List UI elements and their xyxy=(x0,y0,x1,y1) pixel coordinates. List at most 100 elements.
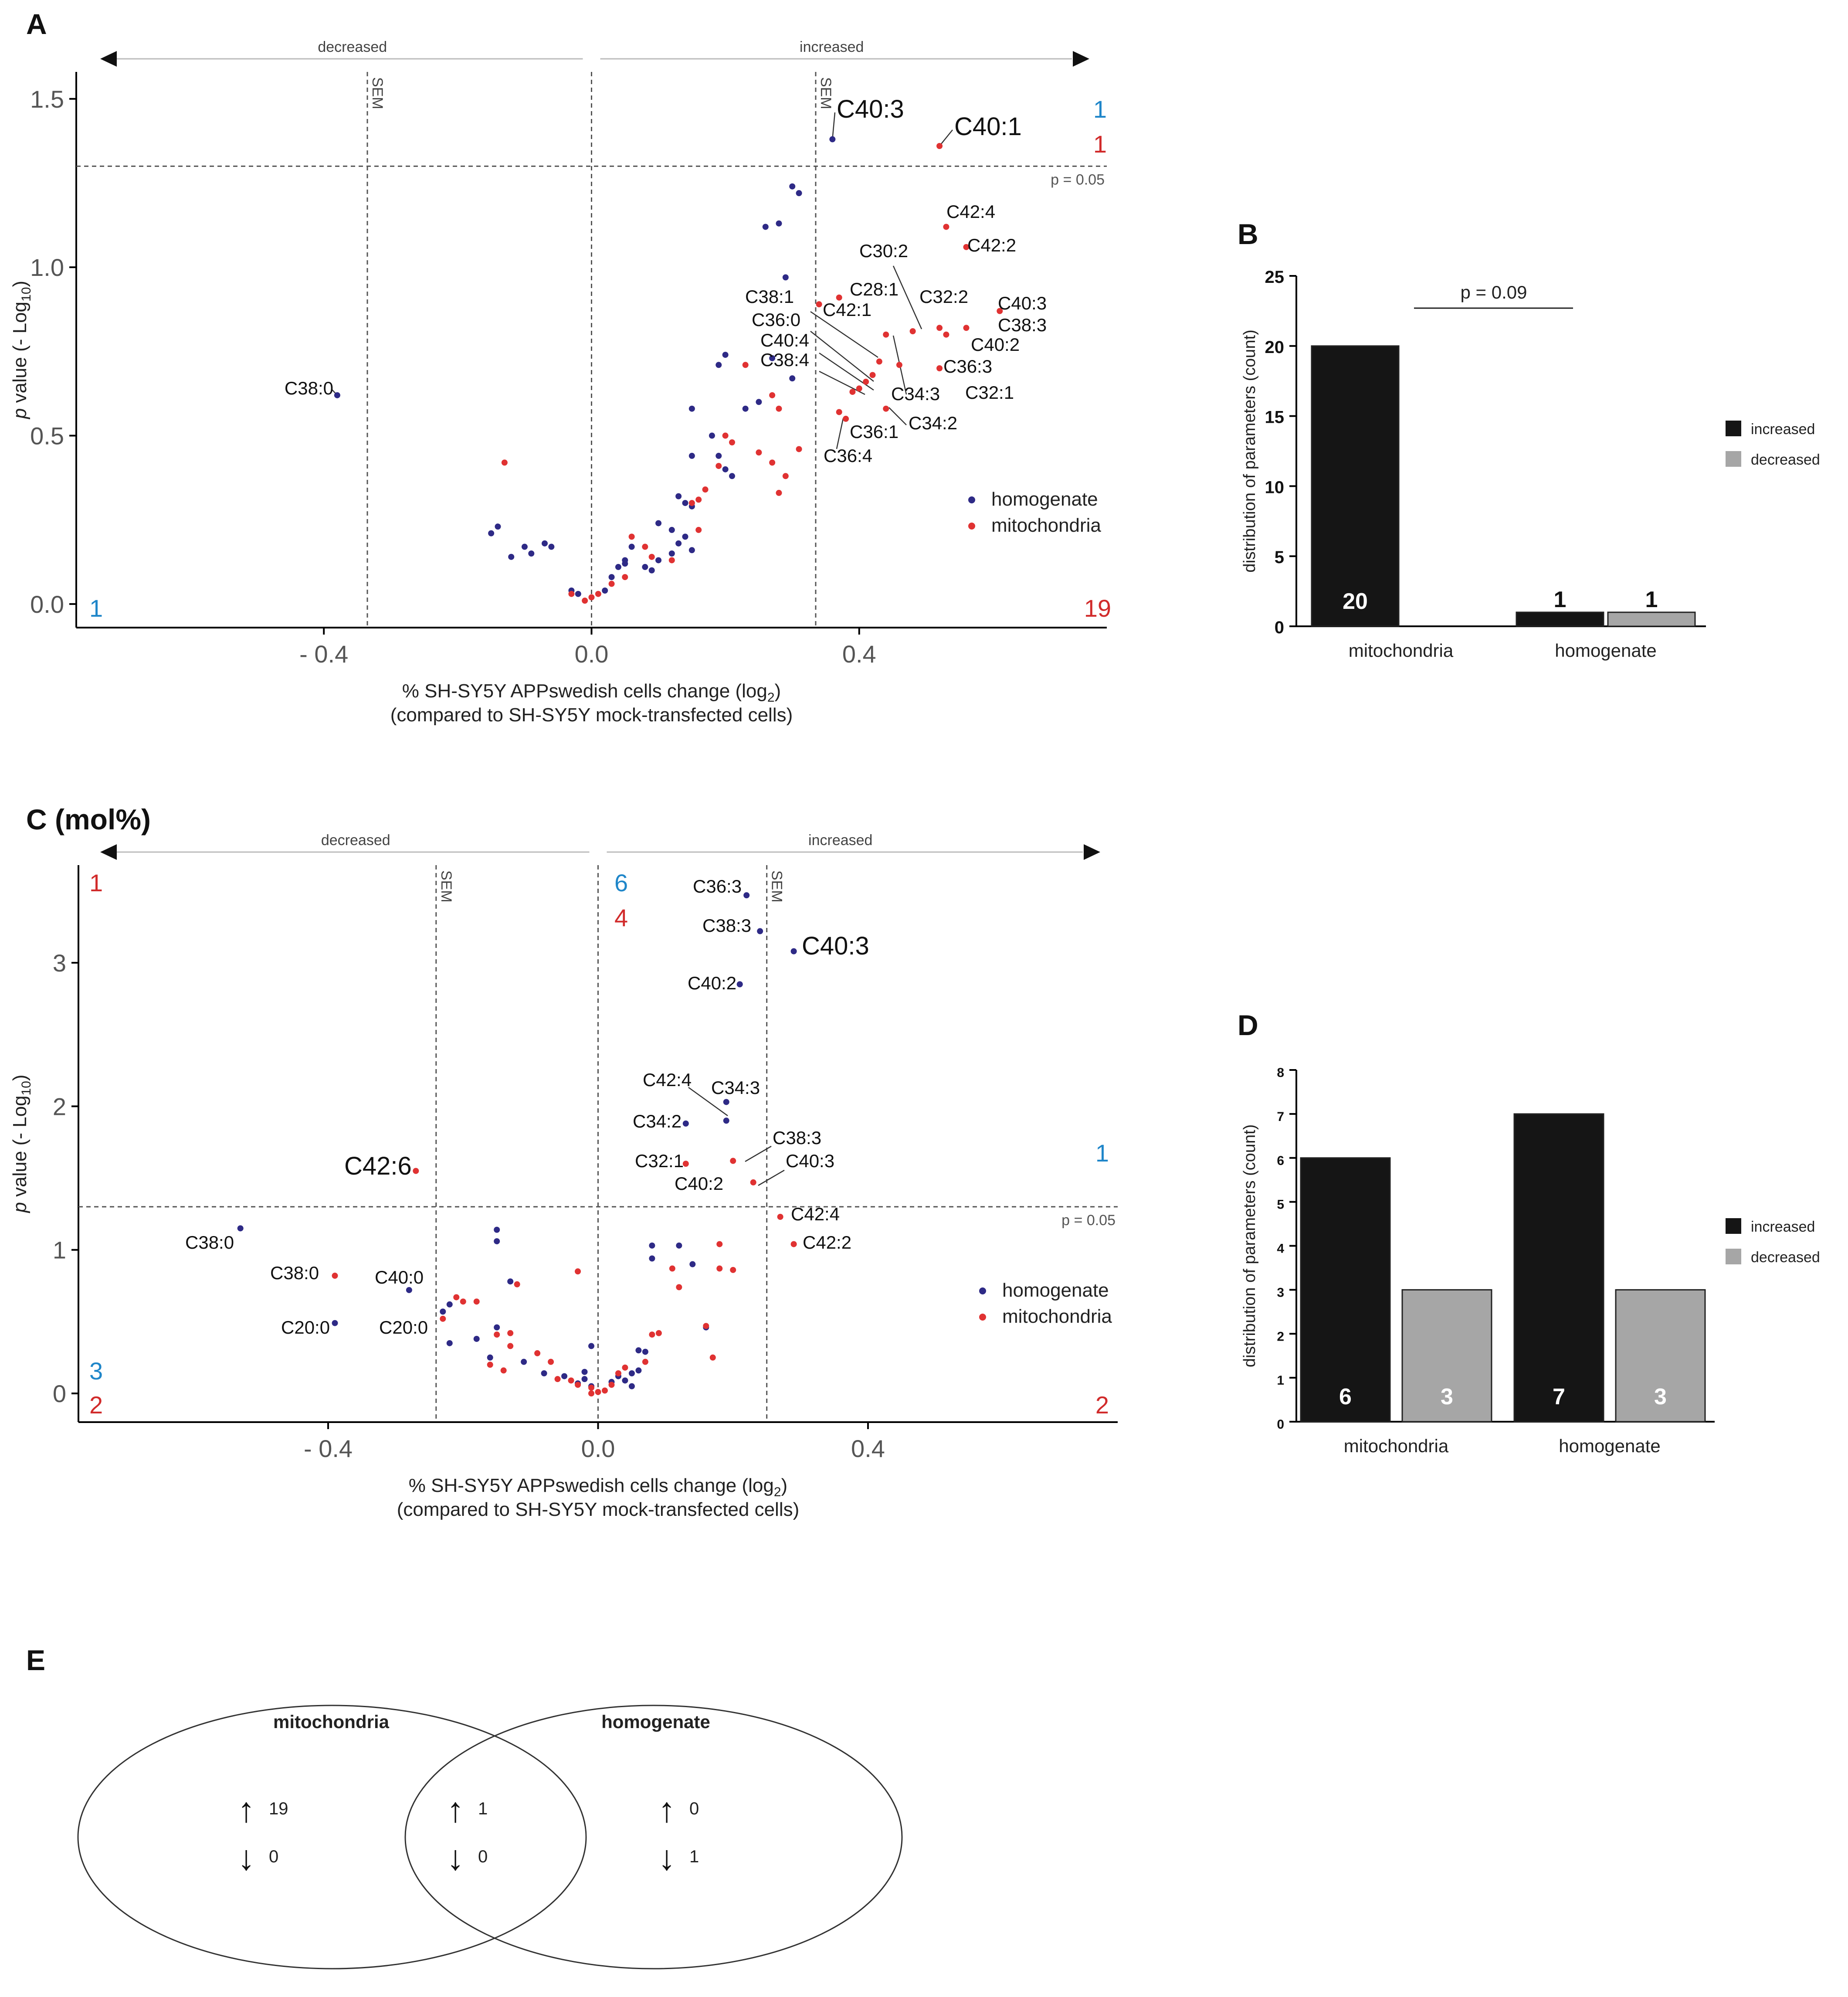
mitochondria-point xyxy=(628,533,635,540)
decreased-arrow-head xyxy=(100,844,117,860)
mitochondria-point xyxy=(703,1323,709,1329)
sem-label: SEM xyxy=(769,870,785,903)
y-tick-label: 1.0 xyxy=(30,254,64,281)
bar-value-label: 3 xyxy=(1441,1384,1453,1409)
homogenate-point xyxy=(473,1335,480,1342)
down-arrow-icon: ↓ xyxy=(237,1838,255,1877)
mitochondria-point xyxy=(332,1273,338,1279)
mitochondria-point xyxy=(936,325,943,331)
mitochondria-point xyxy=(501,459,508,466)
mitochondria-point xyxy=(816,301,822,308)
y-tick-label: 1 xyxy=(1277,1373,1284,1388)
point-label: C30:2 xyxy=(859,241,908,261)
x-tick-label: 0.0 xyxy=(575,640,609,668)
count-label: 1 xyxy=(89,869,103,897)
point-label: C28:1 xyxy=(850,279,899,299)
bar-value-label: 6 xyxy=(1339,1384,1352,1409)
panel-label: C (mol%) xyxy=(26,803,151,835)
mitochondria-point xyxy=(876,358,882,365)
legend-label: decreased xyxy=(1751,452,1820,468)
point-label: C38:0 xyxy=(285,378,333,398)
mitochondria-point xyxy=(729,439,735,445)
x-axis-label: % SH-SY5Y APPswedish cells change (log2) xyxy=(409,1475,787,1499)
threshold-label: p = 0.05 xyxy=(1051,171,1105,188)
leader-line xyxy=(810,311,878,358)
y-axis-label: distribution of parameters (count) xyxy=(1241,329,1259,573)
point-label: C40:3 xyxy=(837,95,904,123)
y-label-sub: 10 xyxy=(19,287,34,302)
homogenate-point xyxy=(628,1383,635,1389)
mitochondria-point xyxy=(648,554,655,560)
mitochondria-point xyxy=(776,405,782,412)
x-label-text: % SH-SY5Y APPswedish cells change (log xyxy=(402,680,767,702)
mitochondria-point xyxy=(756,449,762,456)
point-label: C38:3 xyxy=(702,915,751,936)
homogenate-point xyxy=(736,981,743,988)
scatter-panel-C: C (mol%) decreased increased 0 1 2 3 - 0.4 0.0 0.… xyxy=(9,803,1118,1520)
legend-marker xyxy=(968,496,975,503)
legend-label: homogenate xyxy=(991,489,1098,510)
y-tick-label: 8 xyxy=(1277,1066,1284,1080)
decreased-bar xyxy=(1607,611,1696,627)
increased-label: increased xyxy=(800,39,864,55)
mitochondria-point xyxy=(869,372,876,378)
point-label: C42:4 xyxy=(643,1070,692,1090)
homogenate-point xyxy=(829,136,836,143)
mitochondria-point xyxy=(702,486,709,493)
threshold-label: p = 0.05 xyxy=(1061,1212,1116,1229)
homogenate-point xyxy=(676,1242,682,1249)
homogenate-point xyxy=(675,493,682,499)
homogenate-point xyxy=(602,588,608,594)
y-tick-label: 25 xyxy=(1265,268,1285,287)
increased-bar xyxy=(1311,345,1400,627)
homogenate-point xyxy=(635,1347,642,1354)
y-label-end: ) xyxy=(9,1074,31,1081)
homogenate-point xyxy=(488,530,495,537)
homogenate-point xyxy=(723,1117,729,1124)
homogenate-point xyxy=(688,547,695,554)
point-label: C36:3 xyxy=(943,356,992,377)
mitochondria-point xyxy=(883,331,889,338)
mitochondria-point xyxy=(507,1330,514,1336)
homogenate-point xyxy=(655,557,662,564)
x-axis-label-2: (compared to SH-SY5Y mock-transfected ce… xyxy=(390,704,793,726)
homogenate-point xyxy=(742,405,749,412)
homogenate-point xyxy=(668,550,675,557)
y-tick-label: 15 xyxy=(1265,408,1285,427)
point-label: C40:3 xyxy=(802,932,869,960)
x-axis-label: % SH-SY5Y APPswedish cells change (log2) xyxy=(402,680,781,705)
mitochondria-point xyxy=(487,1362,493,1368)
mitochondria-point xyxy=(494,1331,500,1338)
leader-line xyxy=(939,129,953,146)
legend-marker xyxy=(968,523,975,530)
y-tick-label: 6 xyxy=(1277,1154,1284,1168)
homogenate-point xyxy=(507,1278,514,1285)
point-label: C40:0 xyxy=(375,1267,424,1287)
decreased-label: decreased xyxy=(321,832,390,849)
homogenate-point xyxy=(709,432,715,439)
y-tick-label: 3 xyxy=(1277,1285,1284,1300)
mitochondria-point xyxy=(534,1350,541,1356)
mitochondria-point xyxy=(554,1376,561,1382)
point-label: C34:3 xyxy=(891,384,940,404)
panel-label: A xyxy=(26,8,47,40)
mitochondria-point xyxy=(615,1370,621,1377)
point-label: C40:1 xyxy=(954,112,1022,141)
point-label: C32:2 xyxy=(919,286,968,307)
homogenate-point xyxy=(688,452,695,459)
mitochondria-point xyxy=(843,415,849,422)
up-arrow-icon: ↑ xyxy=(237,1790,255,1829)
homogenate-point xyxy=(446,1301,453,1308)
x-axis-label-2: (compared to SH-SY5Y mock-transfected ce… xyxy=(397,1499,800,1520)
point-label: C38:4 xyxy=(760,350,809,370)
point-label: C40:2 xyxy=(688,973,736,993)
x-label-end: ) xyxy=(775,680,781,702)
venn-left-title: mitochondria xyxy=(273,1712,390,1732)
increased-arrow-head xyxy=(1084,844,1100,860)
mitochondria-point xyxy=(453,1294,460,1301)
y-tick-label: 7 xyxy=(1277,1110,1284,1124)
x-tick-label: - 0.4 xyxy=(304,1435,353,1462)
homogenate-point xyxy=(789,375,796,382)
mitochondria-point xyxy=(856,385,862,392)
homogenate-point xyxy=(446,1340,453,1346)
